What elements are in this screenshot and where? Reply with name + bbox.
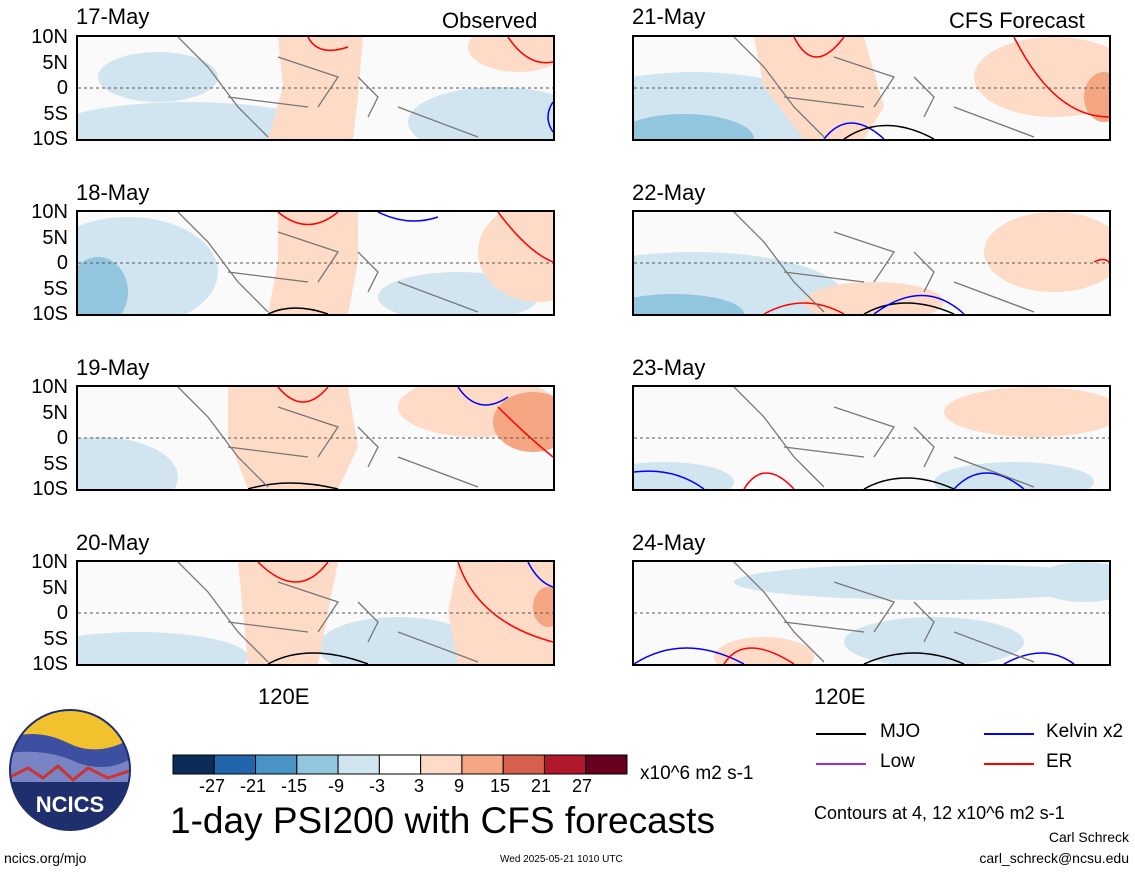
author-email: carl_schreck@ncsu.edu <box>979 850 1129 866</box>
site-url: ncics.org/mjo <box>4 850 87 866</box>
legend-label-low: Low <box>880 751 915 772</box>
timestamp: Wed 2025-05-21 1010 UTC <box>500 854 623 865</box>
colorbar <box>172 754 628 775</box>
map-panel-18-may <box>76 210 555 316</box>
colorbar-swatch <box>543 754 587 775</box>
colorbar-label: -27 <box>199 776 226 796</box>
colorbar-label: 3 <box>414 776 425 796</box>
legend-label-mjo: MJO <box>880 721 921 742</box>
colorbar-swatch <box>420 754 463 775</box>
colorbar-swatch <box>337 754 380 775</box>
lat-tick-10n: 10N <box>31 551 68 573</box>
lat-tick-10n: 10N <box>31 26 68 48</box>
ncics-logo: NCICS <box>9 709 131 831</box>
contours-note: Contours at 4, 12 x10^6 m2 s-1 <box>814 803 1065 823</box>
colorbar-label: -21 <box>240 776 267 796</box>
lat-tick-0: 0 <box>56 252 68 274</box>
lat-tick-0: 0 <box>56 427 68 449</box>
lat-tick-0: 0 <box>56 77 68 99</box>
colorbar-swatch <box>255 754 298 775</box>
legend-label-er: ER <box>1046 751 1073 772</box>
lat-tick-5n: 5N <box>42 52 68 74</box>
panel-date-19-may: 19-May <box>76 355 150 380</box>
lon-tick-120e-left: 120E <box>258 684 310 709</box>
map-svg <box>78 37 553 139</box>
lat-tick-5s: 5S <box>43 278 68 300</box>
legend-line-kelvin <box>984 733 1034 735</box>
lat-tick-10s: 10S <box>32 303 68 325</box>
lat-tick-0: 0 <box>56 602 68 624</box>
map-panel-22-may <box>632 210 1111 316</box>
map-panel-20-may <box>76 560 555 666</box>
lat-tick-5s: 5S <box>43 628 68 650</box>
colorbar-units: x10^6 m2 s-1 <box>640 763 754 784</box>
colorbar-label: 27 <box>572 776 593 796</box>
map-svg <box>634 212 1109 314</box>
colorbar-swatch <box>213 754 257 775</box>
map-svg <box>634 387 1109 489</box>
panel-date-22-may: 22-May <box>632 180 706 205</box>
lat-tick-5n: 5N <box>42 402 68 424</box>
map-panel-21-may <box>632 35 1111 141</box>
panel-date-17-may: 17-May <box>76 4 150 29</box>
legend-label-kelvin: Kelvin x2 <box>1046 721 1124 742</box>
colorbar-swatch <box>585 754 628 775</box>
legend-line-low <box>816 763 866 765</box>
logo-text: NCICS <box>36 792 104 817</box>
panel-date-24-may: 24-May <box>632 530 706 555</box>
colorbar-swatch <box>296 754 339 775</box>
lat-tick-5s: 5S <box>43 453 68 475</box>
colorbar-label: -3 <box>369 776 386 796</box>
author-name: Carl Schreck <box>1048 829 1129 845</box>
legend-line-mjo <box>816 733 866 735</box>
map-panel-19-may <box>76 385 555 491</box>
lat-tick-5s: 5S <box>43 103 68 125</box>
colorbar-swatch <box>172 754 215 775</box>
cfs-forecast-label: CFS Forecast <box>949 8 1085 33</box>
colorbar-label: -15 <box>281 776 308 796</box>
lat-tick-5n: 5N <box>42 577 68 599</box>
colorbar-label: 9 <box>454 776 465 796</box>
colorbar-swatch <box>461 754 504 775</box>
colorbar-label: 15 <box>490 776 511 796</box>
lat-tick-5n: 5N <box>42 227 68 249</box>
lat-tick-10s: 10S <box>32 128 68 150</box>
map-svg <box>78 562 553 664</box>
colorbar-swatch <box>502 754 545 775</box>
lat-tick-10n: 10N <box>31 376 68 398</box>
map-svg <box>78 212 553 314</box>
map-svg <box>634 562 1109 664</box>
map-svg <box>634 37 1109 139</box>
colorbar-swatch <box>378 754 422 775</box>
lat-tick-10s: 10S <box>32 478 68 500</box>
colorbar-label: 21 <box>531 776 552 796</box>
chart-title: 1-day PSI200 with CFS forecasts <box>170 800 715 841</box>
map-panel-24-may <box>632 560 1111 666</box>
panel-date-23-may: 23-May <box>632 355 706 380</box>
panel-date-21-may: 21-May <box>632 4 706 29</box>
map-panel-23-may <box>632 385 1111 491</box>
panel-date-18-may: 18-May <box>76 180 150 205</box>
map-panel-17-may <box>76 35 555 141</box>
lat-tick-10n: 10N <box>31 201 68 223</box>
lat-tick-10s: 10S <box>32 653 68 675</box>
colorbar-label: -9 <box>328 776 345 796</box>
panel-date-20-may: 20-May <box>76 530 150 555</box>
lon-tick-120e-right: 120E <box>814 684 866 709</box>
observed-label: Observed <box>442 8 538 33</box>
map-svg <box>78 387 553 489</box>
legend-line-er <box>984 763 1034 765</box>
